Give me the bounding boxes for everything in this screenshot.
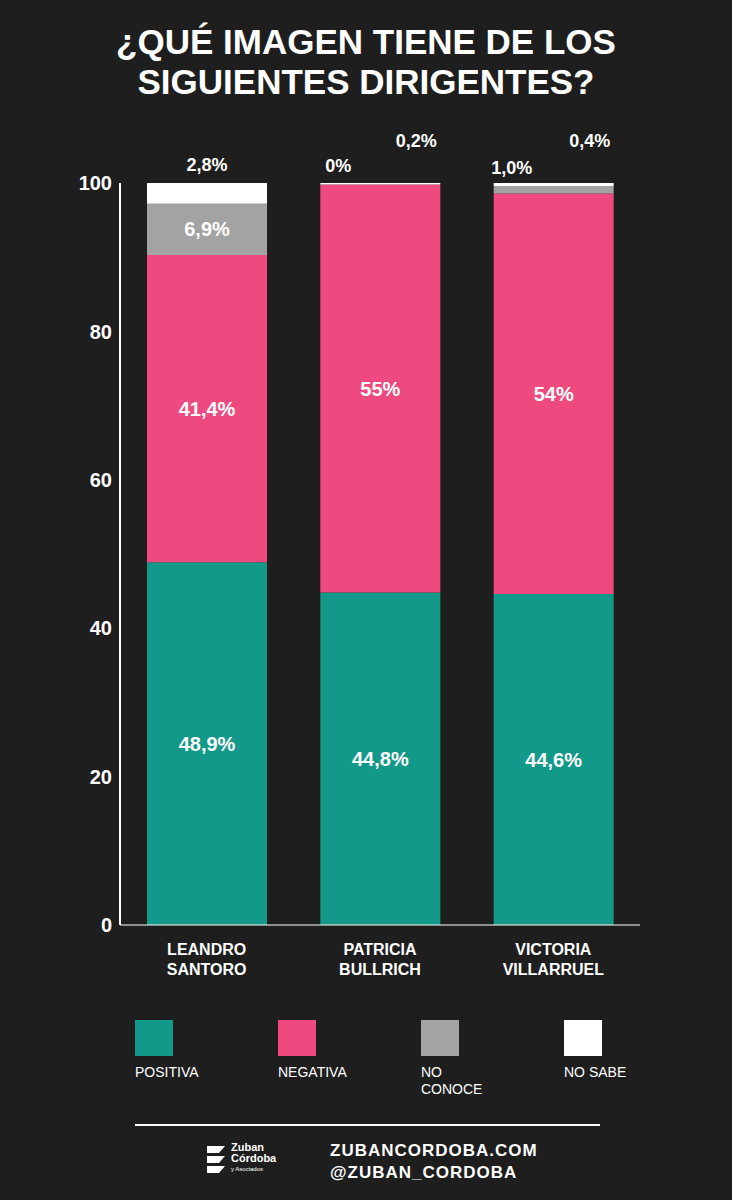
html-text:Córdoba: Córdoba [231,1152,277,1164]
svg-text:41,4%: 41,4% [179,398,236,420]
html-text:Zuban: Zuban [231,1141,264,1153]
svg-text:48,9%: 48,9% [179,733,236,755]
svg-text:0,2%: 0,2% [396,131,437,151]
svg-text:6,9%: 6,9% [184,218,230,240]
svg-text:44,8%: 44,8% [352,748,409,770]
svg-text:100: 100 [79,172,112,194]
svg-text:0%: 0% [325,156,351,176]
svg-text:LEANDROSANTORO: LEANDROSANTORO [167,941,247,978]
svg-text:55%: 55% [360,378,400,400]
svg-text:2,8%: 2,8% [186,155,227,175]
svg-text:1,0%: 1,0% [491,158,532,178]
svg-text:44,6%: 44,6% [525,749,582,771]
html-text:POSITIVA: POSITIVA [135,1064,199,1080]
svg-text:20: 20 [90,766,112,788]
svg-text:0,4%: 0,4% [569,131,610,151]
html-text:@ZUBAN_CORDOBA: @ZUBAN_CORDOBA [330,1163,518,1182]
svg-text:VICTORIAVILLARRUEL: VICTORIAVILLARRUEL [503,941,605,978]
svg-text:80: 80 [90,321,112,343]
html-text:NEGATIVA: NEGATIVA [278,1064,347,1080]
svg-text:0: 0 [101,914,112,936]
html-text:NO SABE: NO SABE [564,1064,627,1080]
html-text:ZUBANCORDOBA.COM: ZUBANCORDOBA.COM [330,1141,538,1160]
html-text:y Asociados: y Asociados [231,1166,263,1172]
html-text:NO CONOCE: NO CONOCE [421,1064,483,1097]
svg-text:60: 60 [90,469,112,491]
svg-text:54%: 54% [534,383,574,405]
html-text:¿QUÉ IMAGEN TIENE DE LOS SIGUI: ¿QUÉ IMAGEN TIENE DE LOS SIGUIENTES DIRI… [116,22,616,101]
svg-text:PATRICIABULLRICH: PATRICIABULLRICH [339,941,421,978]
svg-text:40: 40 [90,617,112,639]
